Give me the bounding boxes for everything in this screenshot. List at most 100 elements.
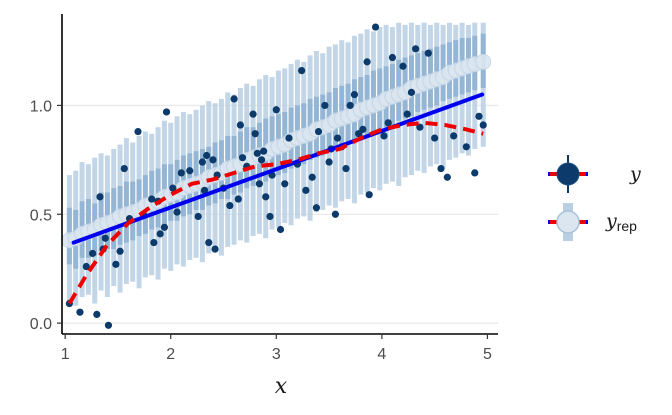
y-point — [76, 308, 84, 316]
y-point — [226, 201, 234, 210]
y-point — [266, 212, 274, 221]
y-point — [371, 23, 380, 31]
x-axis-title: x — [275, 374, 288, 399]
x-tick-label: 5 — [483, 346, 492, 363]
y-point — [211, 245, 219, 253]
y-point — [276, 225, 285, 234]
y-point — [257, 156, 266, 164]
y-point — [104, 321, 113, 329]
x-tick-label: 3 — [272, 346, 281, 363]
y-point — [479, 121, 487, 129]
y-point — [475, 112, 483, 120]
y-point — [89, 249, 97, 258]
y-point — [325, 158, 333, 166]
legend-label-y-rep: yrep — [605, 210, 637, 234]
y-point — [198, 158, 207, 166]
y-point — [112, 260, 120, 268]
y-point — [308, 173, 316, 181]
y-point — [134, 127, 142, 136]
axes — [57, 14, 498, 339]
y-point — [162, 108, 171, 116]
y-point — [177, 169, 185, 177]
y-point — [298, 66, 306, 75]
y-point — [431, 134, 439, 142]
y-point — [160, 223, 169, 231]
y-point — [93, 310, 101, 319]
y-point — [359, 125, 367, 133]
y-tick-label: 0.0 — [30, 316, 52, 333]
smooth-line — [67, 120, 484, 305]
legend: y yrep — [548, 155, 641, 241]
y-point — [156, 230, 164, 238]
y-point — [399, 62, 407, 70]
y-point — [272, 106, 280, 114]
y-point — [350, 90, 359, 99]
legend-label-y-rep-subscript: rep — [617, 218, 637, 234]
legend-label-y-rep-main: y — [605, 210, 617, 232]
y-point — [424, 49, 432, 57]
y-point — [262, 193, 270, 201]
y-tick-label: 0.5 — [30, 207, 52, 224]
y-point — [205, 238, 213, 247]
y-point — [302, 186, 310, 194]
y-point — [251, 130, 259, 138]
y-point — [101, 234, 109, 242]
y-point — [194, 212, 202, 221]
fit-line — [71, 92, 485, 245]
legend-key-y-rep — [548, 203, 588, 241]
y-point — [260, 147, 268, 155]
y-point — [200, 186, 209, 194]
y-point — [238, 154, 247, 162]
legend-key-y — [548, 155, 588, 193]
y-point — [236, 121, 245, 129]
y-point — [412, 45, 420, 53]
y-point — [255, 180, 264, 188]
y-point — [380, 132, 388, 140]
y-point — [363, 58, 371, 66]
y-rep-point — [475, 53, 492, 70]
y-point — [116, 247, 124, 255]
y-point — [331, 210, 340, 218]
y-point — [173, 208, 181, 216]
y-point — [333, 134, 342, 142]
y-point — [148, 195, 156, 203]
y-point — [234, 195, 242, 203]
y-point — [450, 132, 458, 140]
legend-label-y: y — [629, 163, 641, 185]
y-point — [96, 193, 104, 201]
y-point — [230, 95, 238, 103]
y-point — [82, 262, 90, 271]
y-point — [365, 191, 373, 199]
y-point — [281, 180, 289, 188]
trend-lines — [67, 92, 485, 305]
y-point — [388, 53, 397, 62]
y-point — [209, 156, 217, 164]
y-point — [346, 101, 354, 110]
y-point — [314, 127, 323, 136]
y-point — [203, 151, 211, 160]
y-point — [120, 164, 128, 173]
y-point — [437, 164, 445, 173]
y-rep-intervals — [61, 22, 492, 306]
x-tick-label: 4 — [377, 346, 386, 363]
y-point — [321, 101, 329, 110]
y-tick-label: 1.0 — [30, 98, 52, 115]
y-point — [462, 143, 470, 151]
y-point — [384, 119, 392, 127]
tick-labels: 0.0 0.5 1.0 1 2 3 4 5 — [30, 98, 492, 363]
x-tick-label: 1 — [61, 346, 70, 363]
y-point — [285, 134, 293, 142]
y-point — [186, 167, 194, 175]
y-point — [150, 238, 158, 247]
x-tick-label: 2 — [166, 346, 175, 363]
y-point — [342, 164, 350, 173]
y-point — [249, 110, 257, 118]
y-point — [169, 184, 177, 192]
y-point — [443, 173, 451, 181]
y-point — [471, 169, 479, 177]
y-point — [403, 110, 411, 118]
y-point — [253, 149, 261, 157]
y-point — [407, 88, 416, 96]
y-point — [312, 204, 321, 212]
